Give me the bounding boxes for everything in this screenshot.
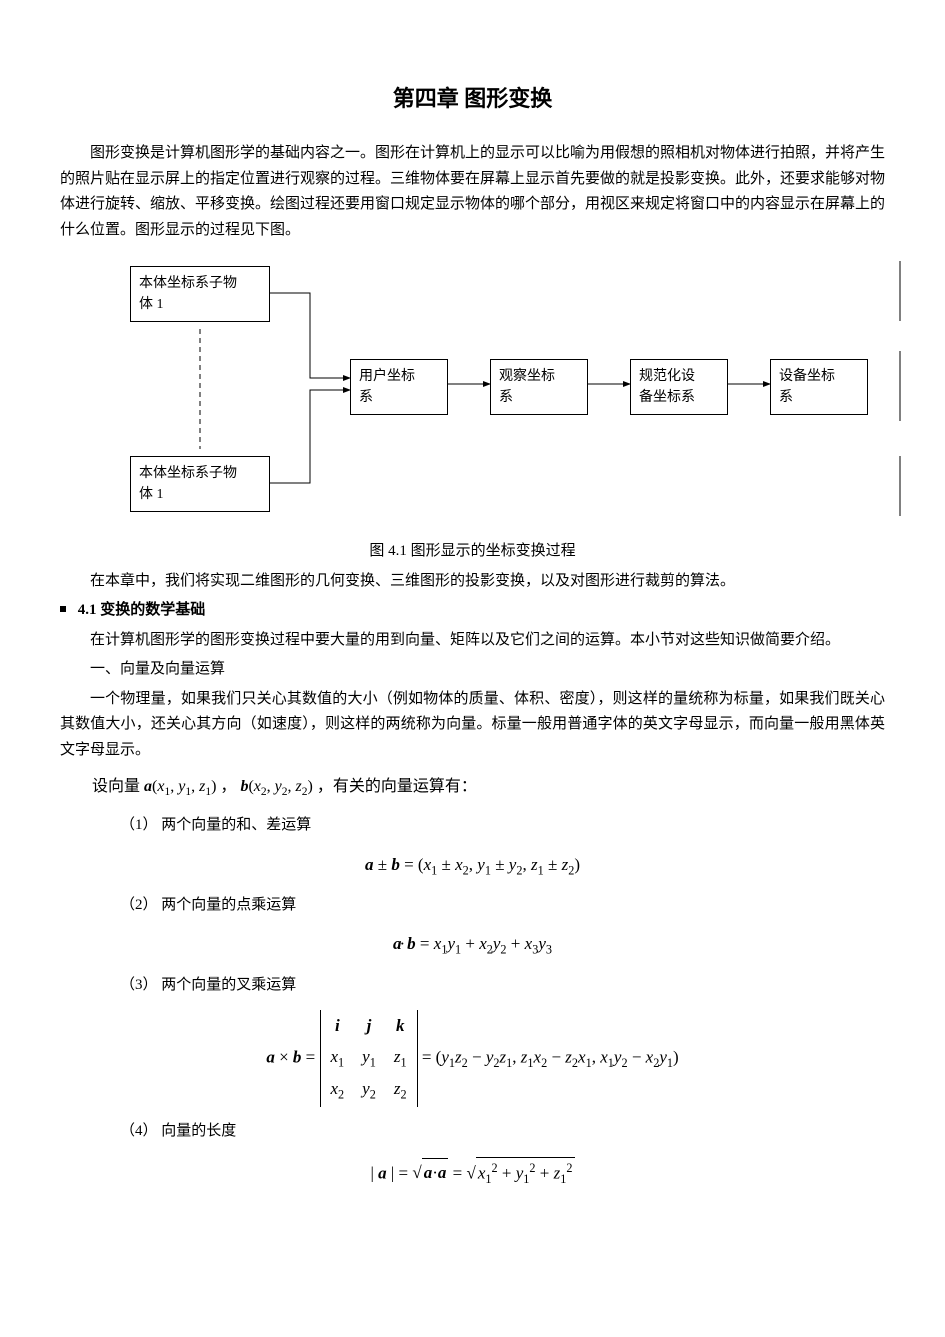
box-device-coord: 设备坐标 系 (770, 359, 868, 415)
formula-3: a × b = ijk x1y1z1 x2y2z2 = (y1z2 − y2z1… (60, 1010, 885, 1107)
bullet-icon (60, 606, 66, 612)
item-4: （4） 向量的长度 (60, 1119, 885, 1145)
figure-caption: 图 4.1 图形显示的坐标变换过程 (60, 539, 885, 565)
item-2-text: 两个向量的点乘运算 (161, 897, 296, 913)
item-1: （1） 两个向量的和、差运算 (60, 813, 885, 839)
item-2: （2） 两个向量的点乘运算 (60, 893, 885, 919)
intro-paragraph: 图形变换是计算机图形学的基础内容之一。图形在计算机上的显示可以比喻为用假想的照相… (60, 141, 885, 243)
box-user-coord: 用户坐标 系 (350, 359, 448, 415)
section-title-text: 变换的数学基础 (100, 602, 205, 618)
item-4-text: 向量的长度 (161, 1123, 236, 1139)
item-4-num: （4） (90, 1119, 158, 1145)
figure-4-1: 本体坐标系子物 体 1 本体坐标系子物 体 1 用户坐标 系观察坐标 系规范化设 备… (60, 261, 885, 531)
flowchart-diagram: 本体坐标系子物 体 1 本体坐标系子物 体 1 用户坐标 系观察坐标 系规范化设 备… (100, 261, 920, 531)
after-figure-paragraph: 在本章中，我们将实现二维图形的几何变换、三维图形的投影变换，以及对图形进行裁剪的… (60, 569, 885, 595)
box-object-1: 本体坐标系子物 体 1 (130, 266, 270, 322)
formula-1: a ± b = (x1 ± x2, y1 ± y2, z1 ± z2) (60, 851, 885, 881)
vec-tail: ，有关的向量运算有： (317, 778, 477, 795)
item-1-text: 两个向量的和、差运算 (161, 817, 311, 833)
item-3-num: （3） (90, 973, 158, 999)
formula-2: a·b = x1y1 + x2y2 + x3y3 (60, 930, 885, 960)
item-3: （3） 两个向量的叉乘运算 (60, 973, 885, 999)
item-2-num: （2） (90, 893, 158, 919)
section-number: 4.1 (78, 602, 97, 618)
vec-prefix: 设向量 (92, 778, 144, 795)
item-1-num: （1） (90, 813, 158, 839)
vec-mid: ， (220, 778, 236, 795)
vector-definition: 设向量 a(x1, y1, z1) ， b(x2, y2, z2) ，有关的向量… (60, 773, 885, 803)
subsection-heading: 一、向量及向量运算 (60, 657, 885, 683)
chapter-title: 第四章 图形变换 (60, 80, 885, 117)
section-paragraph-2: 一个物理量，如果我们只关心其数值的大小（例如物体的质量、体积、密度），则这样的量… (60, 687, 885, 764)
formula-4: | a | = √a·a = √ x12 + y12 + z12 (60, 1157, 885, 1190)
determinant: ijk x1y1z1 x2y2z2 (320, 1010, 418, 1107)
section-heading: 4.1 变换的数学基础 (60, 598, 885, 624)
box-object-2: 本体坐标系子物 体 1 (130, 456, 270, 512)
box-view-coord: 观察坐标 系 (490, 359, 588, 415)
item-3-text: 两个向量的叉乘运算 (161, 977, 296, 993)
box-ndc-coord: 规范化设 备坐标系 (630, 359, 728, 415)
section-paragraph-1: 在计算机图形学的图形变换过程中要大量的用到向量、矩阵以及它们之间的运算。本小节对… (60, 628, 885, 654)
